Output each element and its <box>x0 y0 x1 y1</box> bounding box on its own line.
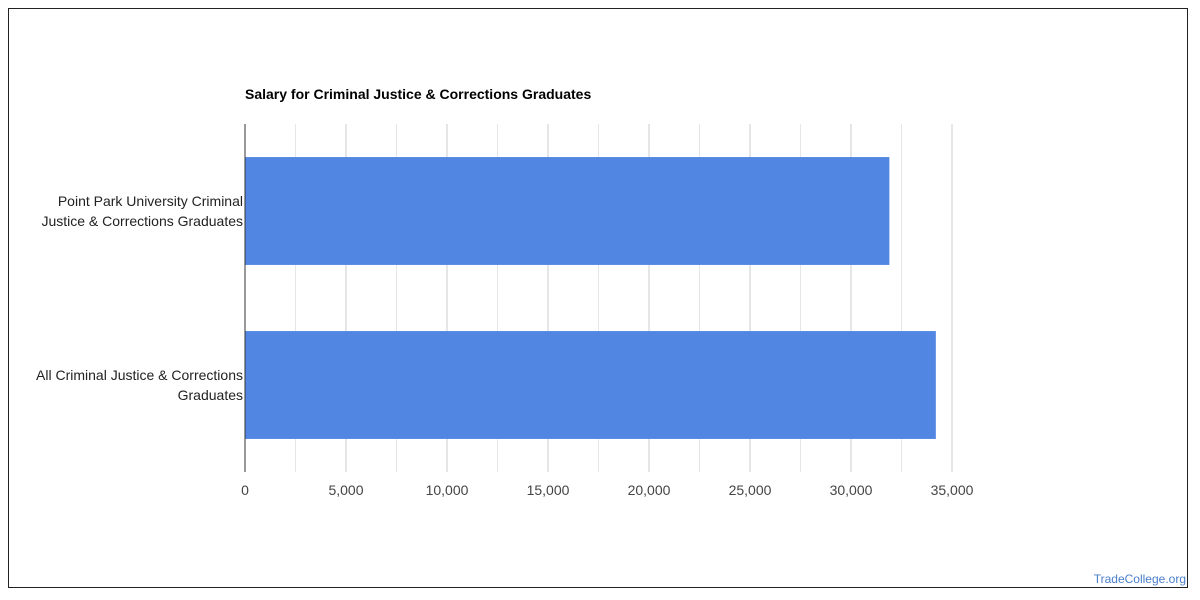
bar-1[interactable] <box>245 157 890 265</box>
x-tick-label: 10,000 <box>426 482 469 498</box>
x-tick-label: 0 <box>241 482 249 498</box>
x-tick-label: 25,000 <box>729 482 772 498</box>
x-tick-label: 15,000 <box>527 482 570 498</box>
chart-title: Salary for Criminal Justice & Correction… <box>245 86 591 102</box>
x-tick-label: 5,000 <box>328 482 363 498</box>
x-tick-labels: 0 5,000 10,000 15,000 20,000 25,000 30,000 35,0… <box>241 482 974 498</box>
category-label-2: All Criminal Justice & Corrections Gradua… <box>36 367 243 403</box>
bar-2[interactable] <box>245 331 936 439</box>
x-tick-label: 30,000 <box>830 482 873 498</box>
x-tick-label: 35,000 <box>931 482 974 498</box>
bars <box>245 157 936 439</box>
x-tick-label: 20,000 <box>628 482 671 498</box>
category-labels: Point Park University Criminal Justice & … <box>36 193 243 403</box>
category-label-1: Point Park University Criminal Justice & … <box>41 193 243 229</box>
watermark-link[interactable]: TradeCollege.org <box>1093 572 1186 586</box>
